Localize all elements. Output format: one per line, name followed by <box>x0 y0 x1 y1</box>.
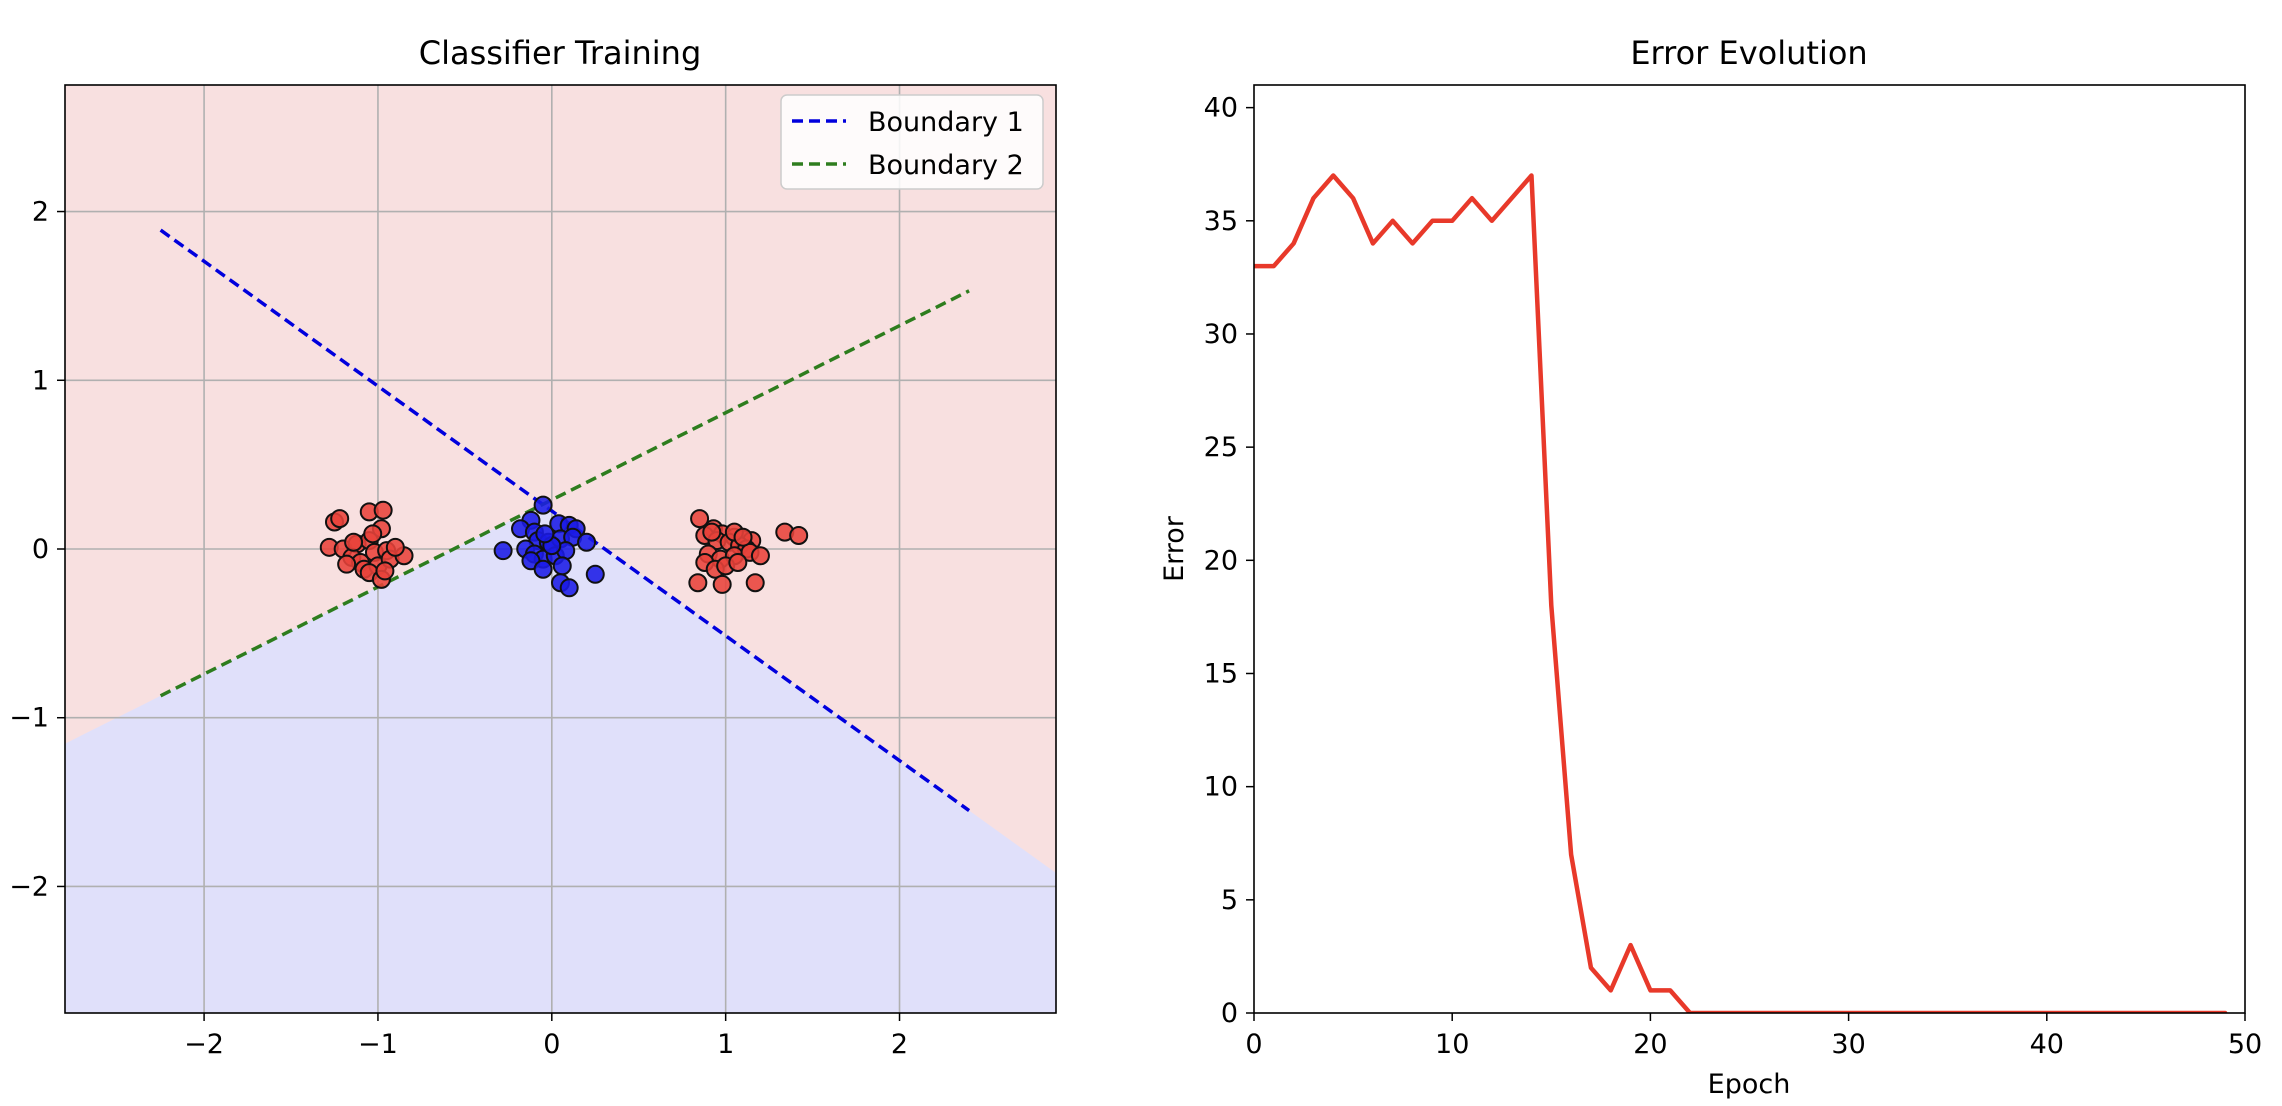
data-point-red <box>363 524 383 544</box>
data-point-blue <box>493 541 513 561</box>
scatter-points <box>319 495 809 598</box>
data-point-red <box>712 574 732 594</box>
chart-title: Classifier Training <box>419 34 702 72</box>
x-tick-label: 0 <box>1245 1029 1262 1060</box>
y-tick-label: 15 <box>1204 658 1238 689</box>
y-axis-ticks: −2 −1 0 1 2 <box>9 197 65 902</box>
y-tick-label: 1 <box>32 365 49 396</box>
y-tick-label: 2 <box>32 197 49 228</box>
error-line <box>1254 173 2228 1013</box>
y-tick-label: 20 <box>1204 545 1238 576</box>
x-tick-label: 30 <box>1831 1029 1865 1060</box>
data-point-red <box>688 573 708 593</box>
y-tick-label: 0 <box>1221 998 1238 1029</box>
data-point-blue <box>552 556 572 576</box>
data-point-red <box>745 573 765 593</box>
data-point-red <box>375 561 395 581</box>
x-tick-label: 40 <box>2030 1029 2064 1060</box>
legend: Boundary 1 Boundary 2 <box>780 94 1044 190</box>
chart-title: Error Evolution <box>1630 34 1867 72</box>
y-tick-label: 35 <box>1204 206 1238 237</box>
error-line-group <box>1254 173 2228 1013</box>
plot-frame <box>1253 84 2246 1014</box>
x-tick-label: 1 <box>717 1029 734 1060</box>
data-point-red <box>330 509 350 529</box>
data-point-blue <box>577 532 597 552</box>
data-point-red <box>690 509 710 529</box>
grid-lines <box>65 85 1056 1013</box>
x-tick-label: 20 <box>1633 1029 1667 1060</box>
data-point-red <box>750 546 770 566</box>
data-point-blue <box>533 495 553 515</box>
y-tick-label: −2 <box>9 871 49 902</box>
y-tick-label: 0 <box>32 534 49 565</box>
legend-label-boundary-2: Boundary 2 <box>868 150 1024 181</box>
data-point-blue <box>533 559 553 579</box>
x-tick-label: −1 <box>358 1029 398 1060</box>
data-point-red <box>789 526 809 546</box>
x-tick-label: 2 <box>891 1029 908 1060</box>
x-tick-label: 10 <box>1435 1029 1469 1060</box>
data-point-red <box>344 532 364 552</box>
y-axis-label: Error <box>1159 515 1190 582</box>
y-tick-label: 30 <box>1204 319 1238 350</box>
x-axis-label: Epoch <box>1708 1069 1791 1100</box>
legend-box <box>780 94 1044 190</box>
y-axis-ticks: 0 5 10 15 20 25 30 35 40 <box>1204 93 1254 1029</box>
x-tick-label: −2 <box>184 1029 224 1060</box>
data-point-blue <box>559 578 579 598</box>
x-axis-ticks: 0 10 20 30 40 50 <box>1245 1013 2262 1060</box>
data-point-red <box>733 527 753 547</box>
data-point-red <box>385 537 405 557</box>
x-axis-ticks: −2 −1 0 1 2 <box>184 1013 908 1060</box>
y-tick-label: −1 <box>9 703 49 734</box>
data-point-red <box>728 552 748 572</box>
data-point-red <box>702 522 722 542</box>
legend-label-boundary-1: Boundary 1 <box>868 107 1024 138</box>
x-tick-label: 0 <box>543 1029 560 1060</box>
boundary-line-2 <box>159 289 970 698</box>
error-panel: 0 10 20 30 40 50 0 5 10 15 20 25 30 35 40 Error Evolu… <box>1159 34 2262 1100</box>
data-point-red <box>373 500 393 520</box>
y-tick-label: 5 <box>1221 885 1238 916</box>
data-point-blue <box>585 564 605 584</box>
data-point-red <box>337 554 357 574</box>
x-tick-label: 50 <box>2228 1029 2262 1060</box>
y-tick-label: 40 <box>1204 93 1238 124</box>
y-tick-label: 25 <box>1204 432 1238 463</box>
classifier-panel: −2 −1 0 1 2 −2 −1 0 1 2 Classifier Training Boun… <box>9 34 1057 1060</box>
data-point-blue <box>535 524 555 544</box>
y-tick-label: 10 <box>1204 772 1238 803</box>
